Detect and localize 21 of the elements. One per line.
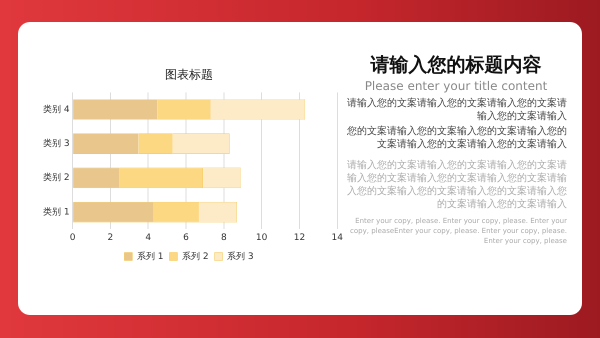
- y-tick-label: 类别 1: [42, 206, 70, 218]
- legend-label: 系列 2: [182, 250, 209, 262]
- text: 您的文案请输入您的文案输入您的文案请输入您的文案请输入您的文案请输入您的文案请输入: [346, 125, 567, 151]
- y-tick-label: 类别 4: [42, 104, 70, 115]
- y-tick-label: 类别 3: [42, 138, 70, 150]
- chart-title: 图表标题: [165, 67, 213, 82]
- text: 请输入您的标题内容: [369, 53, 542, 78]
- x-tick-label: 0: [70, 232, 76, 243]
- x-tick-label: 4: [145, 232, 152, 243]
- x-tick-label: 2: [108, 232, 114, 243]
- text: 请输入您的文案请输入您的文案请输入您的文案请输入您的文案请输入您的文案请输入您的文案请输入您的文案输入您的文案请输入您的文案请输入您的文案请输入您的文案请输入: [346, 159, 567, 211]
- x-tick-label: 14: [332, 232, 344, 243]
- x-tick-label: 10: [256, 232, 268, 243]
- x-tick-label: 6: [183, 232, 190, 243]
- x-tick-label: 8: [220, 232, 227, 243]
- legend-label: 系列 3: [227, 250, 254, 262]
- legend-label: 系列 1: [136, 250, 164, 262]
- text: 请输入您的文案请输入您的文案请输入您的文案请输入您的文案请输入: [346, 97, 567, 123]
- text: Please enter your title content: [364, 79, 548, 93]
- x-tick-label: 12: [294, 232, 306, 243]
- y-tick-label: 类别 2: [42, 172, 70, 184]
